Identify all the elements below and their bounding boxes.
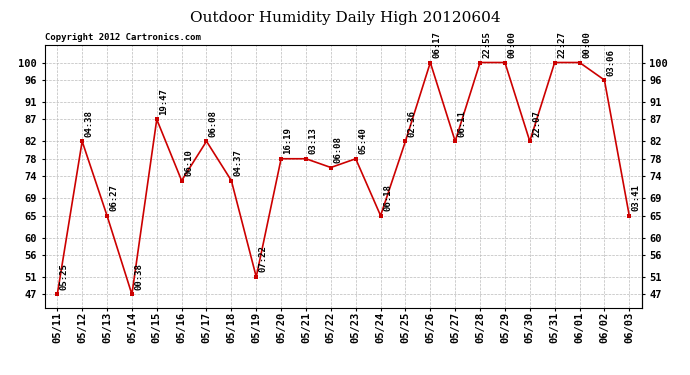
Text: 04:38: 04:38 — [85, 110, 94, 137]
Text: 22:55: 22:55 — [482, 31, 491, 58]
Text: 05:25: 05:25 — [60, 263, 69, 290]
Text: 16:19: 16:19 — [284, 128, 293, 154]
Text: 03:13: 03:13 — [308, 128, 317, 154]
Text: 00:00: 00:00 — [507, 31, 516, 58]
Text: Copyright 2012 Cartronics.com: Copyright 2012 Cartronics.com — [45, 33, 201, 42]
Text: 22:27: 22:27 — [557, 31, 566, 58]
Text: 06:18: 06:18 — [383, 184, 392, 211]
Text: 00:00: 00:00 — [582, 31, 591, 58]
Text: 05:40: 05:40 — [358, 128, 367, 154]
Text: 07:22: 07:22 — [259, 246, 268, 273]
Text: 04:37: 04:37 — [234, 149, 243, 176]
Text: 06:11: 06:11 — [457, 110, 466, 137]
Text: 19:47: 19:47 — [159, 88, 168, 115]
Text: 02:36: 02:36 — [408, 110, 417, 137]
Text: 06:17: 06:17 — [433, 31, 442, 58]
Text: 06:08: 06:08 — [333, 136, 342, 163]
Text: 06:27: 06:27 — [110, 184, 119, 211]
Text: 06:08: 06:08 — [209, 110, 218, 137]
Text: 03:06: 03:06 — [607, 49, 616, 76]
Text: 22:07: 22:07 — [532, 110, 541, 137]
Text: 03:41: 03:41 — [632, 184, 641, 211]
Text: 06:10: 06:10 — [184, 149, 193, 176]
Text: Outdoor Humidity Daily High 20120604: Outdoor Humidity Daily High 20120604 — [190, 11, 500, 25]
Text: 00:38: 00:38 — [135, 263, 144, 290]
